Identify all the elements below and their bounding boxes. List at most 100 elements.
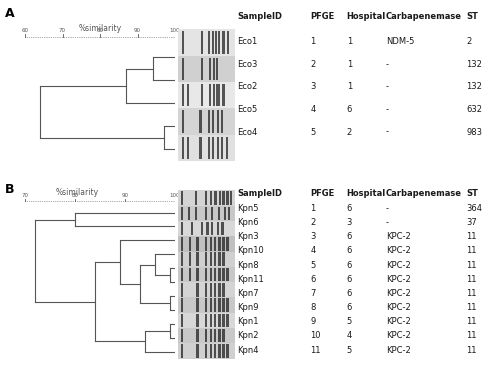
- Bar: [228, 206, 230, 220]
- Bar: [222, 111, 224, 132]
- Bar: [200, 31, 202, 53]
- Bar: [181, 283, 183, 296]
- Text: 37: 37: [466, 218, 477, 227]
- Bar: [178, 108, 235, 135]
- Text: 983: 983: [466, 127, 482, 137]
- Text: 11: 11: [466, 317, 477, 326]
- Text: 3: 3: [346, 218, 352, 227]
- Bar: [205, 253, 208, 266]
- Text: -: -: [386, 127, 388, 137]
- Text: Kpn2: Kpn2: [238, 332, 259, 340]
- Text: 11: 11: [466, 346, 477, 355]
- Bar: [188, 206, 190, 220]
- Bar: [178, 251, 235, 267]
- Text: Kpn11: Kpn11: [238, 275, 264, 284]
- Text: 9: 9: [310, 317, 316, 326]
- Text: A: A: [5, 7, 15, 20]
- Bar: [205, 314, 208, 327]
- Bar: [211, 222, 213, 235]
- Text: 1: 1: [310, 37, 316, 46]
- Text: 1: 1: [310, 204, 316, 213]
- Bar: [205, 206, 208, 220]
- Bar: [226, 191, 228, 205]
- Bar: [200, 222, 203, 235]
- Bar: [212, 84, 214, 106]
- Bar: [181, 206, 183, 220]
- Bar: [182, 137, 184, 159]
- Text: -: -: [386, 82, 388, 92]
- Bar: [218, 344, 220, 358]
- Text: 5: 5: [310, 127, 316, 137]
- Bar: [201, 84, 203, 106]
- Text: 11: 11: [310, 346, 321, 355]
- Bar: [208, 137, 210, 159]
- Bar: [212, 111, 214, 132]
- Bar: [195, 191, 197, 205]
- Text: 6: 6: [310, 275, 316, 284]
- Bar: [218, 329, 220, 343]
- Text: 70: 70: [59, 28, 66, 33]
- Text: 11: 11: [466, 246, 477, 255]
- Bar: [178, 190, 235, 206]
- Bar: [196, 283, 199, 296]
- Text: 1: 1: [346, 60, 352, 69]
- Bar: [222, 237, 224, 251]
- Bar: [211, 206, 213, 220]
- Bar: [214, 283, 216, 296]
- Bar: [205, 237, 208, 251]
- Bar: [196, 298, 199, 312]
- Text: Eco3: Eco3: [238, 60, 258, 69]
- Bar: [178, 343, 235, 359]
- Bar: [214, 268, 216, 281]
- Bar: [218, 237, 220, 251]
- Text: Hospital: Hospital: [346, 189, 386, 198]
- Bar: [214, 237, 216, 251]
- Bar: [218, 84, 220, 106]
- Bar: [208, 31, 210, 53]
- Bar: [196, 329, 199, 343]
- Text: 364: 364: [466, 204, 482, 213]
- Bar: [212, 137, 214, 159]
- Bar: [182, 84, 184, 106]
- Text: 2: 2: [346, 127, 352, 137]
- Text: 8: 8: [310, 303, 316, 312]
- Bar: [196, 314, 199, 327]
- Text: -: -: [386, 218, 388, 227]
- Bar: [187, 84, 189, 106]
- Text: 11: 11: [466, 289, 477, 298]
- Bar: [210, 268, 212, 281]
- Bar: [205, 344, 208, 358]
- Bar: [210, 314, 212, 327]
- Bar: [201, 58, 203, 80]
- Bar: [210, 191, 212, 205]
- Bar: [218, 283, 220, 296]
- Text: 10: 10: [310, 332, 321, 340]
- Bar: [200, 111, 202, 132]
- Bar: [222, 84, 224, 106]
- Bar: [219, 191, 221, 205]
- Text: Kpn8: Kpn8: [238, 261, 259, 269]
- Bar: [206, 222, 208, 235]
- Text: 5: 5: [346, 346, 352, 355]
- Bar: [214, 253, 216, 266]
- Text: 90: 90: [134, 28, 141, 33]
- Text: 6: 6: [346, 246, 352, 255]
- Text: Carbapenemase: Carbapenemase: [386, 189, 462, 198]
- Bar: [226, 298, 228, 312]
- Text: 11: 11: [466, 275, 477, 284]
- Bar: [216, 84, 218, 106]
- Bar: [195, 206, 197, 220]
- Text: 3: 3: [310, 82, 316, 92]
- Text: ST: ST: [466, 12, 478, 21]
- Text: Kpn3: Kpn3: [238, 232, 259, 241]
- Bar: [210, 344, 212, 358]
- Text: Kpn6: Kpn6: [238, 218, 259, 227]
- Text: 100: 100: [170, 193, 180, 198]
- Bar: [222, 31, 224, 53]
- Bar: [189, 253, 192, 266]
- Text: 632: 632: [466, 105, 482, 114]
- Bar: [230, 191, 232, 205]
- Text: Eco1: Eco1: [238, 37, 258, 46]
- Bar: [181, 344, 183, 358]
- Bar: [196, 344, 199, 358]
